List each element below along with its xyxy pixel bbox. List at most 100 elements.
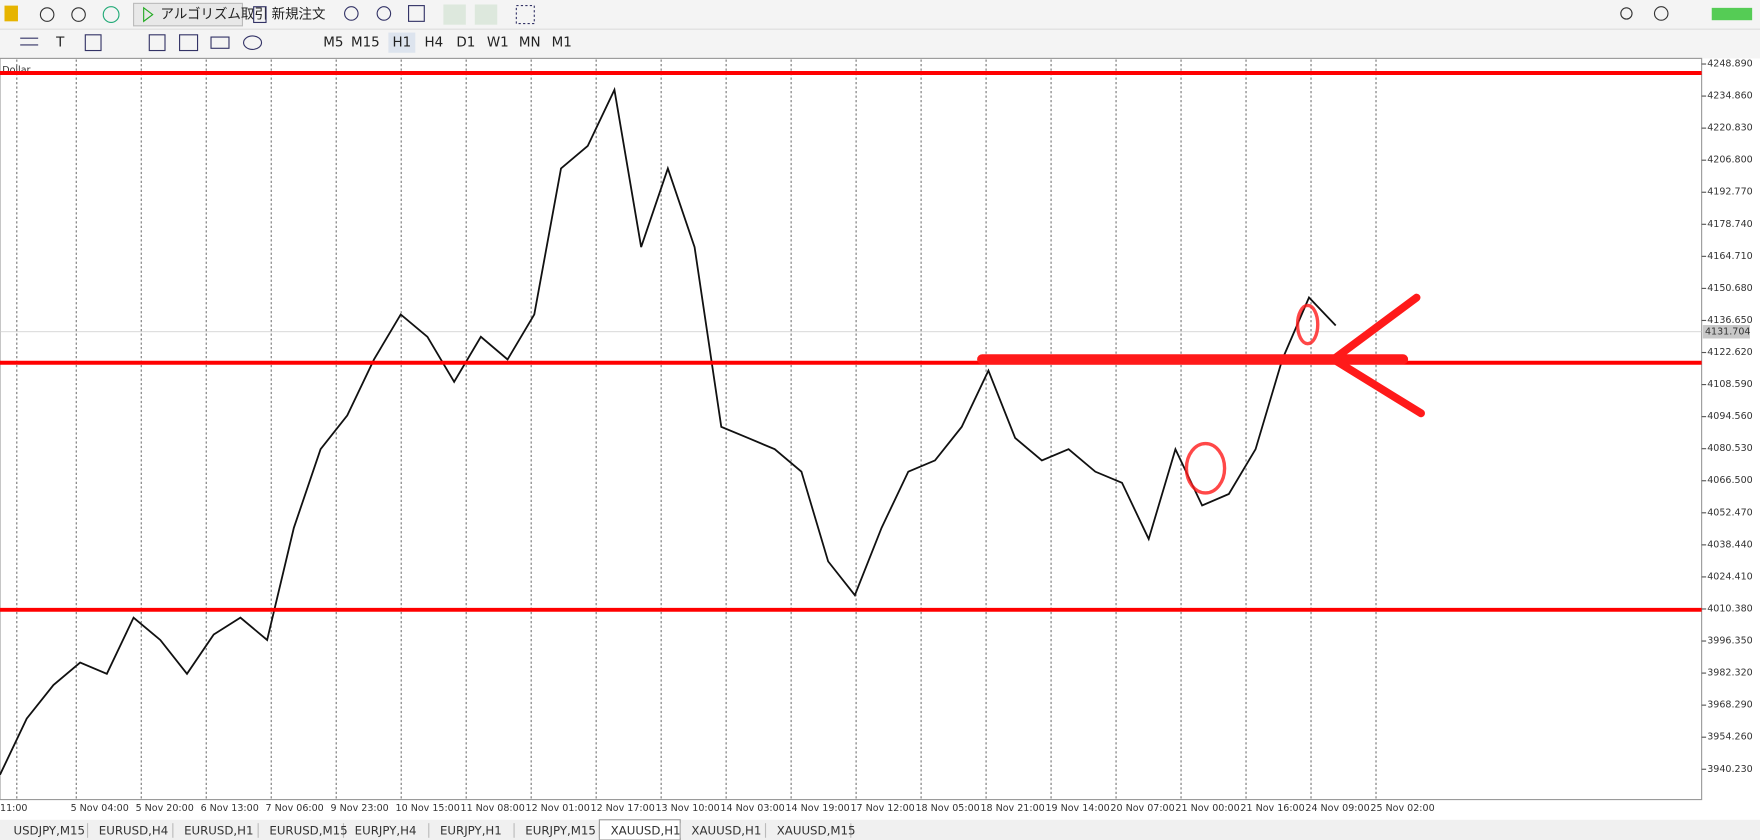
- icon[interactable]: [474, 4, 498, 25]
- tab[interactable]: EURUSD,H1: [184, 823, 259, 838]
- y-tick-label: 4080.530: [1707, 443, 1752, 454]
- y-tick-label: 4178.740: [1707, 219, 1752, 230]
- time-label: 11:00: [0, 803, 27, 814]
- y-tick-label: 4206.800: [1707, 155, 1752, 166]
- time-label: 5 Nov 20:00: [136, 803, 194, 814]
- time-label: 10 Nov 15:00: [396, 803, 460, 814]
- y-tick-label: 4136.650: [1707, 315, 1752, 326]
- y-tick-label: 4192.770: [1707, 187, 1752, 198]
- search-icon[interactable]: [1620, 7, 1633, 20]
- y-tick-label: 3996.350: [1707, 636, 1752, 647]
- algo-button[interactable]: [133, 2, 244, 27]
- timeframe[interactable]: M15: [351, 35, 380, 51]
- timeframe[interactable]: M5: [323, 35, 343, 51]
- current-price-label: 4131.704: [1705, 326, 1750, 337]
- y-tick-label: 4122.620: [1707, 347, 1752, 358]
- icon[interactable]: [443, 4, 466, 25]
- y-tick-label: 3954.260: [1707, 732, 1752, 743]
- time-label: 18 Nov 05:00: [915, 803, 979, 814]
- y-tick-label: 4094.560: [1707, 411, 1752, 422]
- time-label: 12 Nov 01:00: [526, 803, 590, 814]
- y-tick-label: 4150.680: [1707, 283, 1752, 294]
- tab[interactable]: EURJPY,H1: [440, 823, 515, 838]
- tool[interactable]: [84, 34, 102, 52]
- time-label: 5 Nov 04:00: [71, 803, 129, 814]
- tool[interactable]: [179, 34, 199, 52]
- timeframe[interactable]: H4: [424, 35, 443, 51]
- time-label: 14 Nov 03:00: [721, 803, 785, 814]
- time-label: 18 Nov 21:00: [980, 803, 1044, 814]
- icon[interactable]: [39, 7, 55, 22]
- annotation-arrow: [1326, 293, 1425, 418]
- time-label: 12 Nov 17:00: [591, 803, 655, 814]
- annotation-circle: [1295, 303, 1320, 346]
- tab-label: EURUSD,M15: [269, 824, 347, 838]
- y-tick-label: 4164.710: [1707, 251, 1752, 262]
- tab[interactable]: XAUUSD,H1: [691, 823, 767, 838]
- y-tick-label: 4220.830: [1707, 123, 1752, 134]
- tool[interactable]: [148, 34, 166, 52]
- y-tick-label: 4248.890: [1707, 59, 1752, 70]
- tab-label: XAUUSD,H1: [611, 824, 681, 838]
- text-tool[interactable]: T: [55, 35, 65, 51]
- tab-label: EURJPY,H1: [440, 824, 502, 838]
- timeframe[interactable]: W1: [487, 35, 509, 51]
- y-tick-label: 4052.470: [1707, 507, 1752, 518]
- y-tick-label: 4066.500: [1707, 475, 1752, 486]
- tab-label: XAUUSD,M15: [777, 824, 856, 838]
- zoom-in[interactable]: [344, 6, 359, 21]
- tab-label: EURUSD,H1: [184, 824, 253, 838]
- time-label: 24 Nov 09:00: [1305, 803, 1369, 814]
- play-icon: [143, 6, 154, 23]
- tabbar: [0, 819, 1760, 840]
- y-tick-label: 3982.320: [1707, 668, 1752, 679]
- drawing-tools: [20, 34, 263, 52]
- y-tick-label: 4108.590: [1707, 379, 1752, 390]
- order-label[interactable]: 新規注文: [272, 7, 326, 23]
- tab-label: EURJPY,H4: [355, 824, 417, 838]
- time-label: 13 Nov 10:00: [656, 803, 720, 814]
- signal-icon: [1711, 7, 1753, 21]
- tab[interactable]: XAUUSD,M15: [777, 823, 856, 838]
- y-tick-label: 4010.380: [1707, 603, 1752, 614]
- time-label: 20 Nov 07:00: [1110, 803, 1174, 814]
- timeframe[interactable]: MN: [519, 35, 541, 51]
- icon[interactable]: [4, 5, 18, 22]
- tab-label: USDJPY,M15: [13, 824, 84, 838]
- price-line: [0, 86, 1337, 776]
- grid-icon[interactable]: [408, 5, 425, 22]
- tab[interactable]: EURJPY,H4: [355, 823, 430, 838]
- timeframe[interactable]: M1: [552, 35, 572, 51]
- time-label: 21 Nov 16:00: [1240, 803, 1304, 814]
- tab[interactable]: USDJPY,M15: [13, 823, 89, 838]
- icon[interactable]: [102, 6, 120, 24]
- tool[interactable]: [243, 35, 263, 50]
- time-label: 21 Nov 00:00: [1175, 803, 1239, 814]
- tab[interactable]: EURUSD,H4: [99, 823, 174, 838]
- icon[interactable]: [71, 7, 86, 22]
- tab-label: EURJPY,M15: [525, 824, 596, 838]
- tab[interactable]: EURUSD,M15: [269, 823, 348, 838]
- time-label: 14 Nov 19:00: [785, 803, 849, 814]
- annotation-circle: [1184, 441, 1227, 495]
- time-label: 19 Nov 14:00: [1045, 803, 1109, 814]
- tab[interactable]: XAUUSD,H1: [598, 819, 681, 840]
- icon: [253, 6, 267, 24]
- current-price-box: [1702, 325, 1750, 339]
- tab-label: EURUSD,H4: [99, 824, 168, 838]
- y-tick-label: 3968.290: [1707, 700, 1752, 711]
- algo-label: アルゴリズム取引: [161, 6, 268, 23]
- account-icon[interactable]: [1653, 6, 1669, 21]
- active-timeframe: [388, 32, 416, 53]
- tool[interactable]: [210, 36, 230, 49]
- y-tick-label: 4024.410: [1707, 571, 1752, 582]
- tab[interactable]: EURJPY,M15: [525, 823, 600, 838]
- timeframe[interactable]: H1: [392, 35, 411, 51]
- annotations: [977, 293, 1425, 495]
- tab-label: XAUUSD,H1: [691, 824, 761, 838]
- time-label: 17 Nov 12:00: [850, 803, 914, 814]
- timeframe[interactable]: D1: [456, 35, 475, 51]
- zoom-out[interactable]: [376, 6, 392, 21]
